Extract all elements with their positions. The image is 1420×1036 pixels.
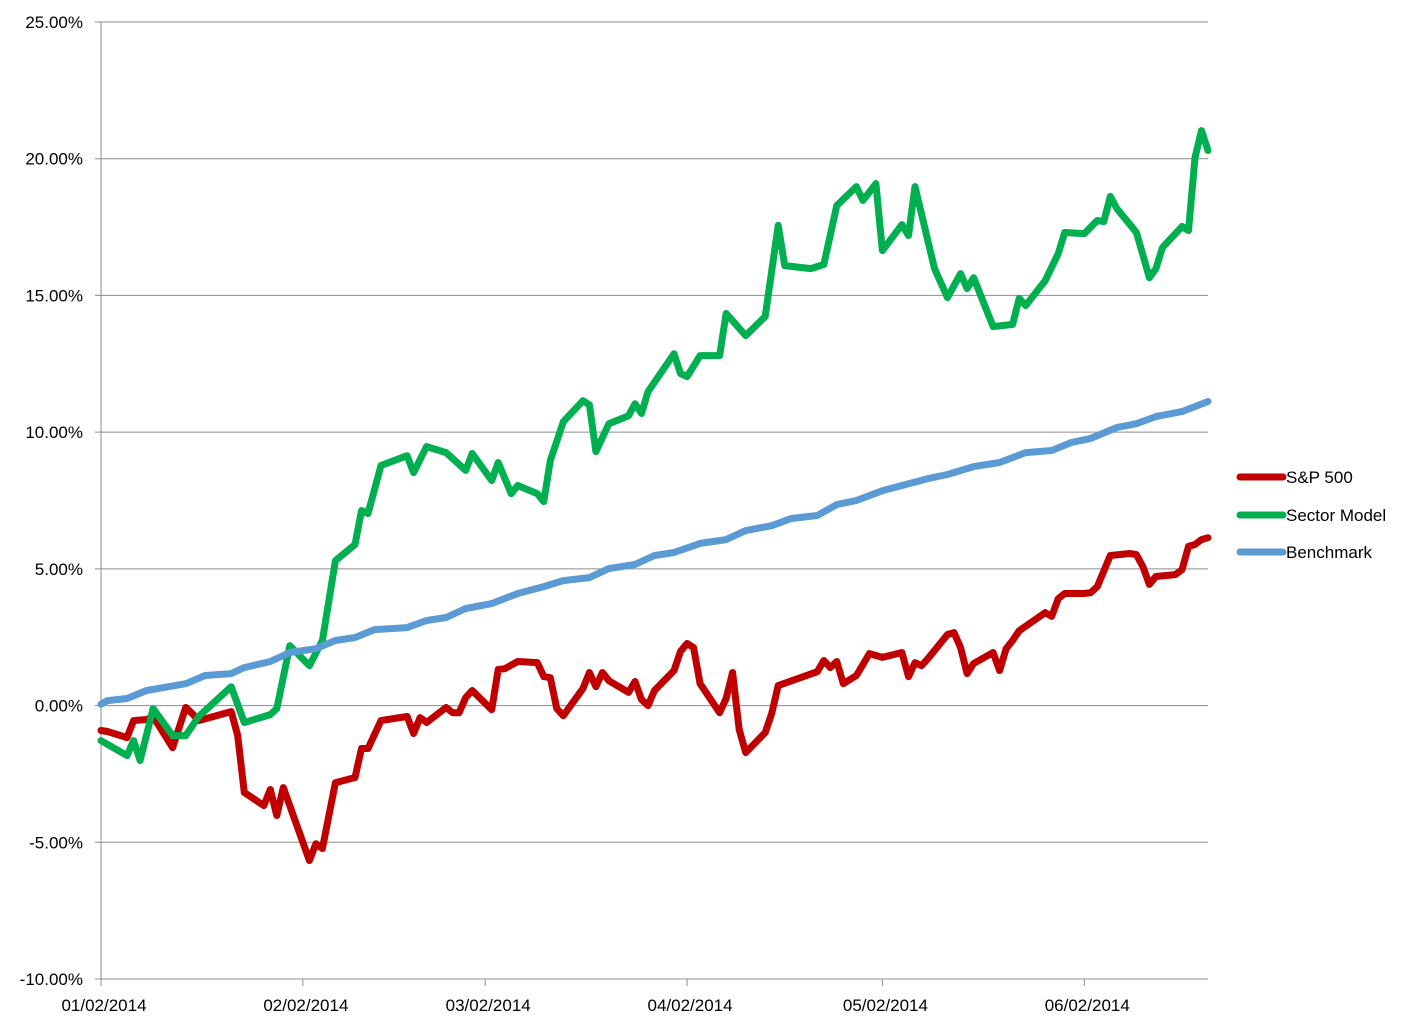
series-lines [97,127,1212,865]
y-tick-label: -10.00% [20,970,83,989]
x-tick-label: 05/02/2014 [843,996,928,1015]
y-tick-label: 0.00% [35,697,83,716]
x-tick-label: 03/02/2014 [446,996,531,1015]
legend-item: Benchmark [1236,543,1372,562]
series-line-benchmark [97,398,1212,708]
y-tick-label: 10.00% [25,423,83,442]
x-tick-label: 02/02/2014 [263,996,348,1015]
y-tick-label: 5.00% [35,560,83,579]
series-line-s-p-500 [97,534,1212,865]
gridlines [95,21,1208,980]
x-tick-label: 06/02/2014 [1045,996,1130,1015]
series-line-sector-model [97,127,1212,764]
y-tick-label: 25.00% [25,13,83,32]
legend-label: Sector Model [1286,506,1386,525]
y-tick-label: 20.00% [25,150,83,169]
y-tick-label: -5.00% [29,833,83,852]
y-axis: -10.00% -5.00% 0.00% 5.00% 10.00% 15.00% 20.00… [20,13,102,989]
x-axis: 01/02/2014 02/02/2014 03/02/2014 04/02/2014… [61,979,1130,1015]
legend-label: Benchmark [1286,543,1372,562]
legend: S&P 500 Sector Model Benchmark [1236,468,1386,562]
x-tick-label: 04/02/2014 [648,996,733,1015]
legend-item: S&P 500 [1236,468,1353,487]
legend-item: Sector Model [1236,506,1386,525]
legend-label: S&P 500 [1286,468,1353,487]
x-tick-label: 01/02/2014 [61,996,146,1015]
y-tick-label: 15.00% [25,286,83,305]
